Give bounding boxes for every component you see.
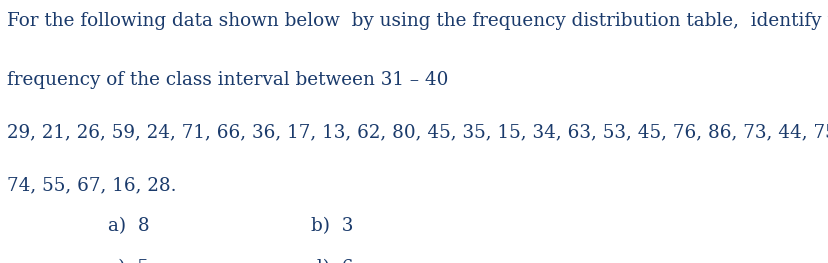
Text: d)  6: d) 6 (310, 259, 353, 263)
Text: 74, 55, 67, 16, 28.: 74, 55, 67, 16, 28. (7, 176, 176, 194)
Text: c)  5: c) 5 (108, 259, 148, 263)
Text: For the following data shown below  by using the frequency distribution table,  : For the following data shown below by us… (7, 12, 828, 30)
Text: 29, 21, 26, 59, 24, 71, 66, 36, 17, 13, 62, 80, 45, 35, 15, 34, 63, 53, 45, 76, : 29, 21, 26, 59, 24, 71, 66, 36, 17, 13, … (7, 124, 828, 141)
Text: b)  3: b) 3 (310, 217, 353, 235)
Text: frequency of the class interval between 31 – 40: frequency of the class interval between … (7, 71, 447, 89)
Text: a)  8: a) 8 (108, 217, 149, 235)
